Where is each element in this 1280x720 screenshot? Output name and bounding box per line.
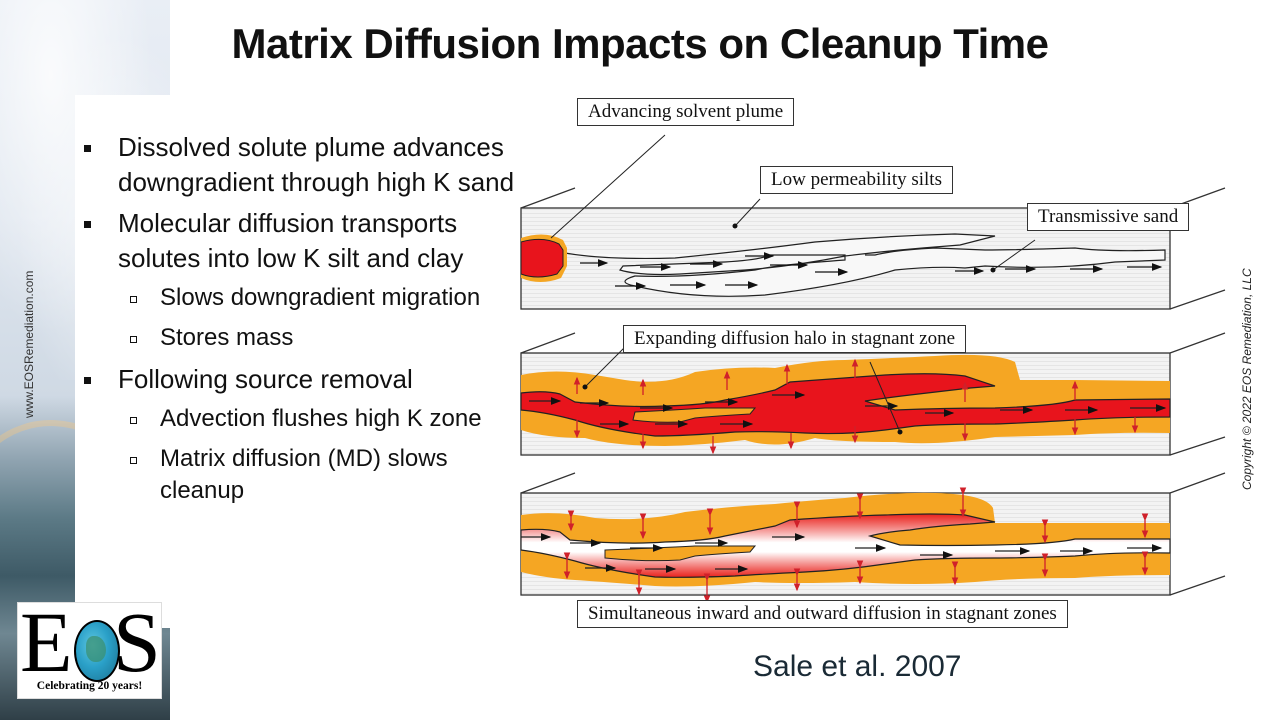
matrix-diffusion-diagram: Advancing solvent plume Low permeability… [515,90,1235,650]
sub-bullet-item: Stores mass [82,322,522,354]
label-low-permeability-silts: Low permeability silts [760,166,953,194]
copyright-notice: Copyright © 2022 EOS Remediation, LLC [1240,268,1254,490]
text-panel-background [75,95,520,628]
bullet-item: Following source removal [82,362,522,397]
logo-tagline: Celebrating 20 years! [36,680,143,692]
label-advancing-solvent-plume: Advancing solvent plume [577,98,795,126]
bullet-item: Molecular diffusion transports solutes i… [82,206,522,276]
bullet-list: Dissolved solute plume advances downgrad… [82,130,522,515]
globe-icon [74,620,120,682]
label-simultaneous-diffusion: Simultaneous inward and outward diffusio… [577,600,1068,628]
sub-bullet-item: Matrix diffusion (MD) slows cleanup [82,443,522,507]
label-expanding-diffusion-halo: Expanding diffusion halo in stagnant zon… [623,325,967,353]
panel-2-diffusion-halo [520,332,1226,456]
citation: Sale et al. 2007 [753,650,962,683]
bullet-item: Dissolved solute plume advances downgrad… [82,130,522,200]
panel-1-advancing-plume [520,134,1226,310]
panel-3-back-diffusion [520,472,1226,604]
slide-title: Matrix Diffusion Impacts on Cleanup Time [0,20,1280,68]
label-transmissive-sand: Transmissive sand [1027,203,1190,231]
slide-title-text: Matrix Diffusion Impacts on Cleanup Time [231,20,1049,67]
sub-bullet-item: Slows downgradient migration [82,282,522,314]
eos-logo: E S Celebrating 20 years! [17,599,162,699]
website-url: www.EOSRemediation.com [22,270,36,418]
sub-bullet-item: Advection flushes high K zone [82,403,522,435]
